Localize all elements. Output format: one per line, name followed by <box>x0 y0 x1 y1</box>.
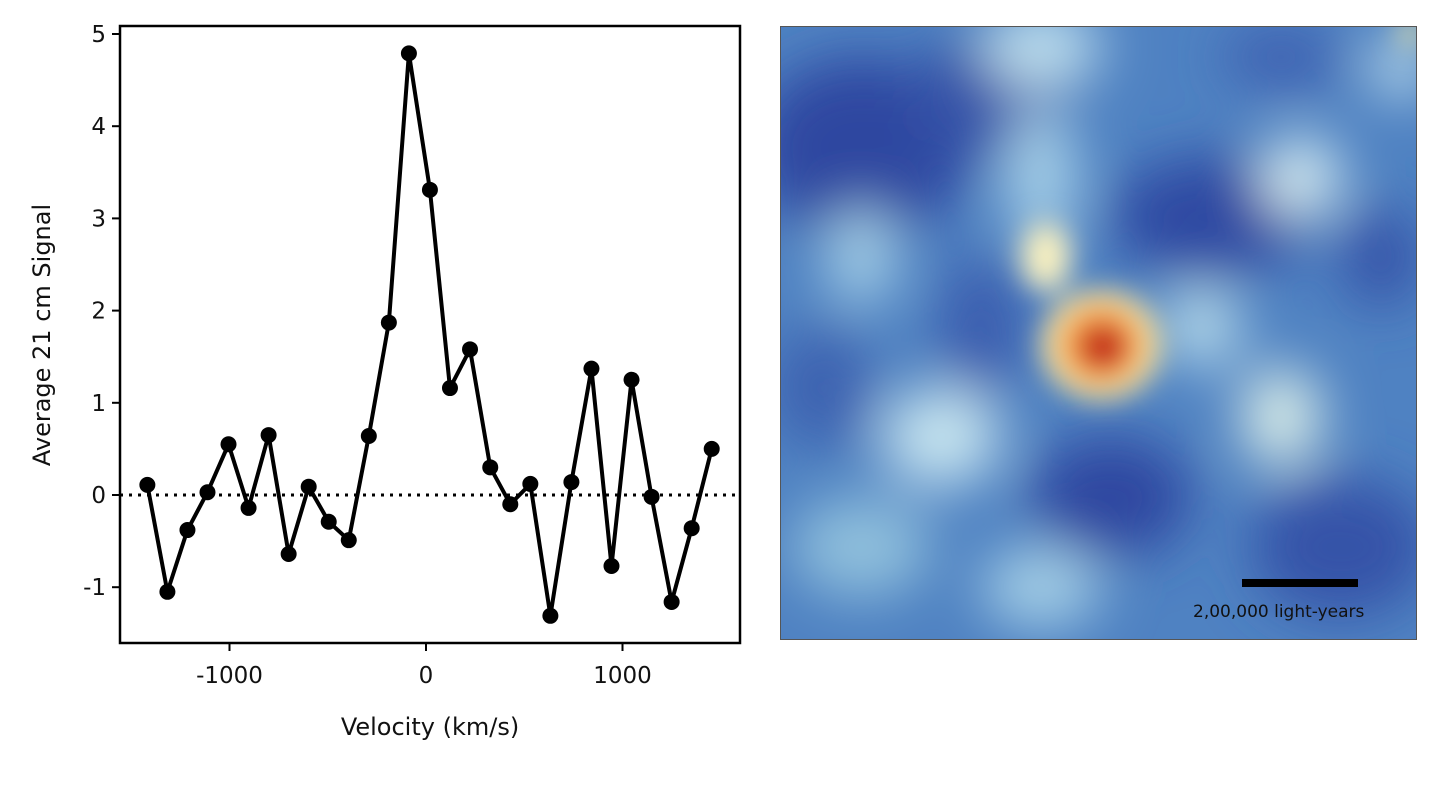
data-point <box>563 474 580 491</box>
scale-bar <box>1242 579 1358 587</box>
data-point <box>360 427 377 444</box>
data-point <box>703 440 720 457</box>
data-point <box>320 513 337 530</box>
data-point <box>522 475 539 492</box>
x-tick-label: 0 <box>419 663 434 689</box>
data-point <box>623 371 640 388</box>
y-axis-label: Average 21 cm Signal <box>28 204 56 466</box>
data-point <box>139 476 156 493</box>
data-point <box>380 314 397 331</box>
data-point <box>683 520 700 537</box>
data-point <box>240 499 257 516</box>
y-tick-label: 3 <box>91 206 106 232</box>
data-point <box>280 546 297 563</box>
plot-frame <box>118 24 742 645</box>
data-point <box>260 427 277 444</box>
data-point <box>462 341 479 358</box>
data-point <box>421 181 438 198</box>
y-tick-label: 0 <box>91 483 106 509</box>
data-point <box>643 488 660 505</box>
data-point <box>502 496 519 513</box>
x-tick-label: -1000 <box>196 663 263 689</box>
data-point <box>400 45 417 62</box>
data-point <box>199 484 216 501</box>
y-tick-label: -1 <box>83 575 106 601</box>
data-point <box>179 522 196 539</box>
data-point <box>542 607 559 624</box>
x-axis-label: Velocity (km/s) <box>341 713 519 741</box>
signal-line <box>145 51 714 618</box>
y-tick-label: 5 <box>91 22 106 48</box>
data-point <box>663 593 680 610</box>
data-point <box>583 360 600 377</box>
y-tick-label: 2 <box>91 299 106 325</box>
data-point <box>603 557 620 574</box>
hi-21cm-intensity-map <box>780 26 1417 640</box>
spectrum-chart: 5 4 3 2 1 0 -1 -1000 0 1000 Velocity (km/s) Avera… <box>28 22 742 741</box>
x-tick-label: 1000 <box>593 663 652 689</box>
data-point <box>300 478 317 495</box>
data-point <box>482 459 499 476</box>
scale-bar-label: 2,00,000 light-years <box>1193 602 1365 622</box>
y-tick-label: 4 <box>91 114 106 140</box>
y-tick-label: 1 <box>91 391 106 417</box>
data-point <box>441 380 458 397</box>
data-point <box>220 436 237 453</box>
data-point <box>340 532 357 549</box>
data-point <box>159 583 176 600</box>
